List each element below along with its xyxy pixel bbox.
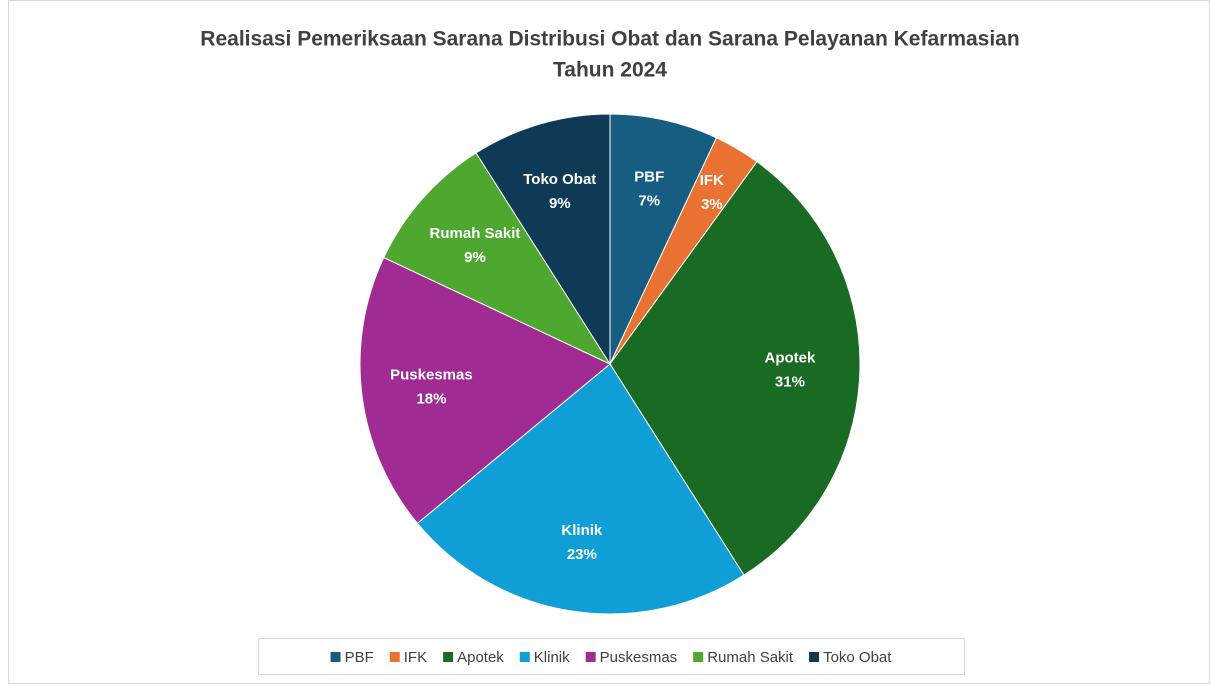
- slice-label-name: IFK: [700, 172, 724, 189]
- legend-swatch: [693, 652, 704, 662]
- legend-label: Klinik: [534, 649, 570, 666]
- legend-label: Puskesmas: [600, 649, 678, 666]
- legend-label: Rumah Sakit: [707, 649, 794, 666]
- legend: PBF IFK Apotek Klinik Puskesmas Rumah Sakit To…: [330, 649, 892, 666]
- pie-slice: [475, 113, 611, 366]
- legend-label: PBF: [345, 649, 374, 666]
- pie-slice: [609, 161, 861, 576]
- slice-label-name: Apotek: [764, 350, 815, 367]
- slice-label-value: 18%: [416, 391, 446, 408]
- legend-label: IFK: [404, 649, 427, 666]
- legend-swatch: [519, 652, 530, 662]
- pie-slice: [359, 256, 611, 525]
- legend-swatch: [389, 652, 400, 662]
- slice-label-value: 9%: [464, 249, 486, 266]
- legend-box: [258, 638, 965, 675]
- chart-subtitle: Tahun 2024: [553, 59, 667, 82]
- slice-label-value: 23%: [567, 546, 597, 563]
- legend-label: Toko Obat: [823, 649, 892, 666]
- slice-label-value: 3%: [701, 196, 723, 213]
- slice-label-name: Klinik: [561, 522, 602, 539]
- chart-title: Realisasi Pemeriksaan Sarana Distribusi …: [200, 28, 1019, 51]
- pie-slice: [383, 152, 612, 366]
- slice-label-name: Puskesmas: [390, 367, 473, 384]
- legend-swatch: [585, 652, 596, 662]
- slice-label-value: 31%: [775, 374, 805, 391]
- slice-label-value: 9%: [549, 195, 571, 212]
- pie-slice: [416, 363, 745, 615]
- slice-label-name: PBF: [634, 168, 664, 185]
- legend-swatch: [330, 652, 341, 662]
- slice-label-value: 7%: [638, 192, 660, 209]
- legend-swatch: [809, 652, 820, 662]
- legend-swatch: [443, 652, 454, 662]
- legend-label: Apotek: [457, 649, 504, 666]
- slice-label-name: Rumah Sakit: [430, 225, 521, 242]
- pie-slice: [609, 113, 718, 365]
- slice-label-name: Toko Obat: [523, 171, 596, 188]
